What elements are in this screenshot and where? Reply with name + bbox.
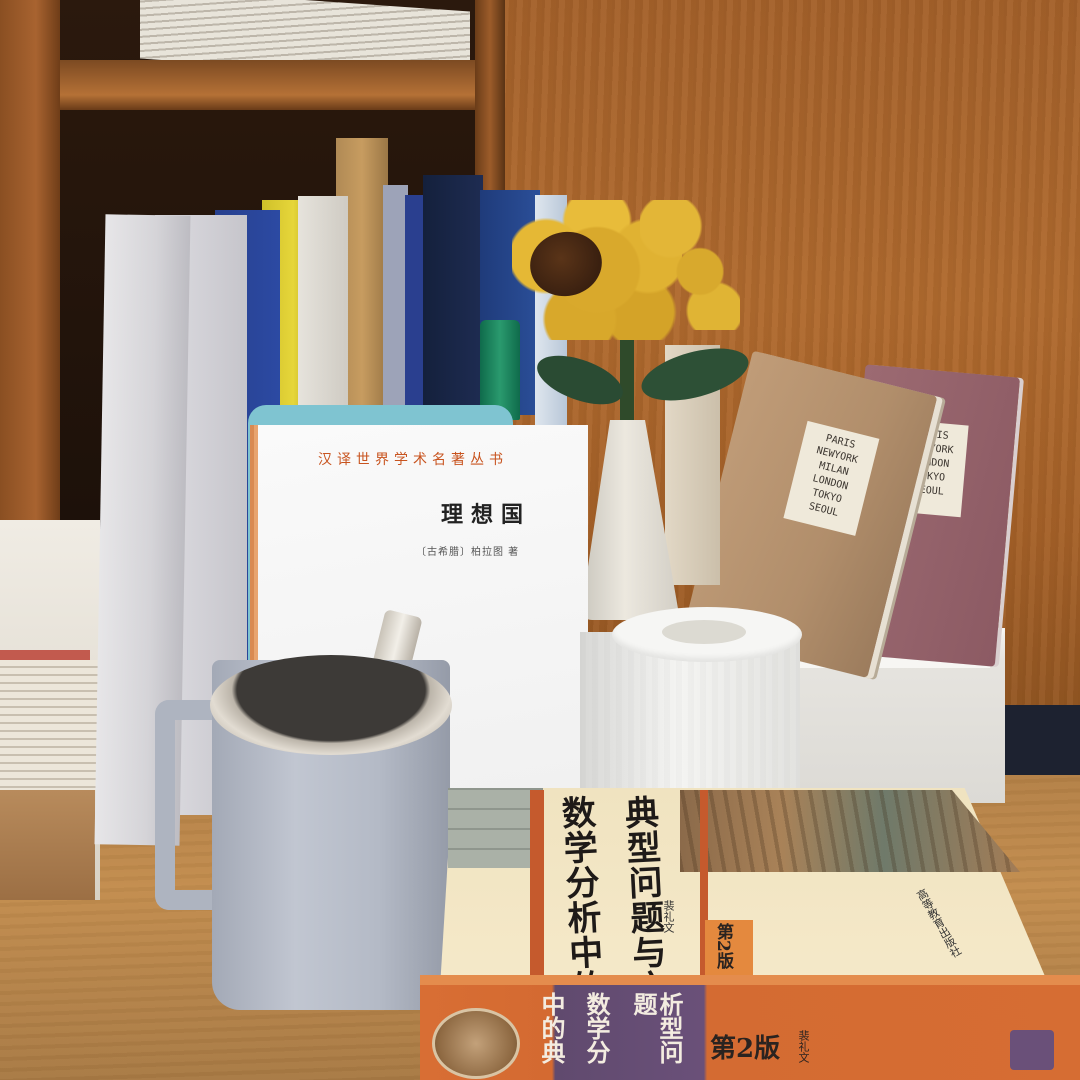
spine-edition: 第2版 bbox=[710, 1034, 781, 1064]
edition-badge bbox=[705, 920, 753, 978]
cream-binder bbox=[298, 196, 348, 416]
tan-notebook-label: PARIS NEWYORK MILAN LONDON TOKYO SEOUL bbox=[783, 420, 880, 536]
blue-folder bbox=[405, 195, 425, 415]
sunflower-petals bbox=[640, 200, 740, 330]
spine-title: 中的典 bbox=[537, 992, 566, 1064]
spine-author: 裴礼文 bbox=[797, 1030, 810, 1063]
spine-title: 数学分 bbox=[582, 992, 611, 1064]
spine-medallion bbox=[432, 1008, 520, 1079]
desk-edge-fixture bbox=[995, 705, 1080, 775]
spine-title: 析型问题 bbox=[629, 992, 684, 1064]
roll-core bbox=[662, 620, 746, 644]
cover-red-band bbox=[530, 790, 544, 990]
left-book-stack bbox=[0, 660, 100, 790]
cover-tile-pattern bbox=[448, 788, 543, 868]
cover-red-band bbox=[700, 790, 708, 990]
math-book-spine bbox=[420, 985, 1080, 1080]
left-lower-book bbox=[0, 790, 95, 900]
upper-shelf bbox=[0, 60, 500, 110]
mug-rim bbox=[210, 655, 452, 755]
book-author: 〔古希腊〕柏拉图 著 bbox=[416, 547, 520, 558]
book-title: 理想国 bbox=[441, 502, 532, 528]
publisher-logo bbox=[1010, 1030, 1054, 1070]
cover-painting bbox=[680, 790, 1020, 872]
book-series: 汉译世界学术名著丛书 bbox=[318, 452, 508, 468]
dark-binder bbox=[423, 175, 483, 415]
grey-folder bbox=[383, 185, 408, 415]
math-book-author: 裴礼文 bbox=[662, 900, 675, 933]
math-book-edition: 第2版 bbox=[713, 923, 733, 969]
